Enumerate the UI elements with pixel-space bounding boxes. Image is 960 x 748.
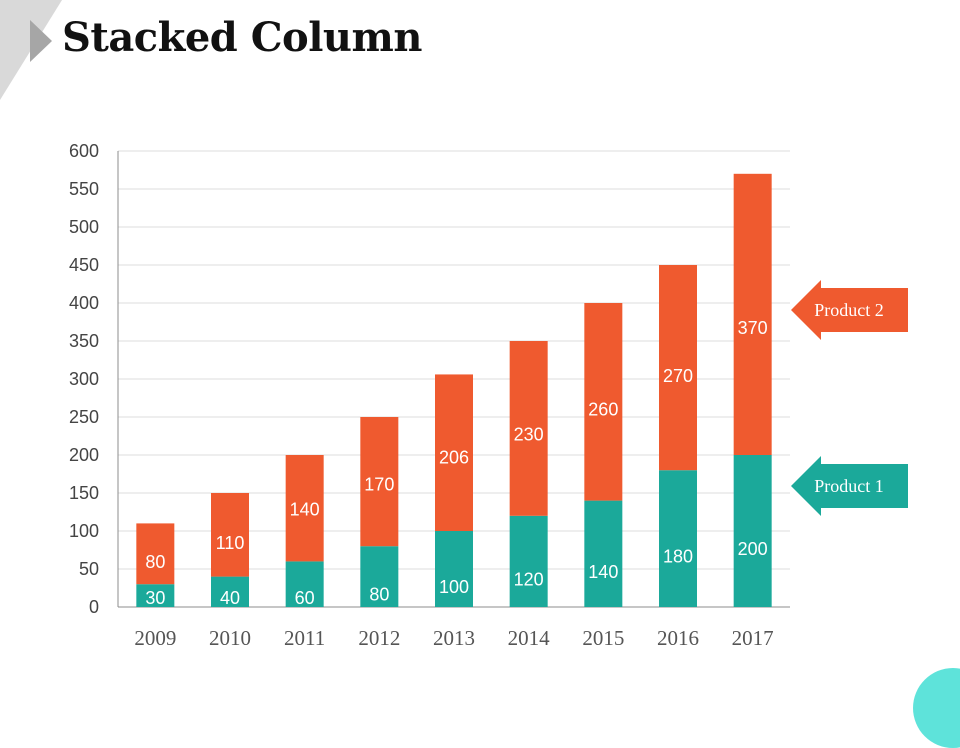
- y-tick-label: 50: [79, 559, 99, 579]
- y-tick-label: 150: [69, 483, 99, 503]
- bar-product-1: [659, 470, 697, 607]
- data-label: 230: [514, 425, 544, 445]
- data-label: 120: [514, 569, 544, 589]
- stacked-column-chart: 0 50 100 150 200 250 300 350 400 450 500 550 600 30 80…: [69, 141, 908, 650]
- corner-decoration: [0, 0, 62, 100]
- legend-arrow-product-2: [791, 280, 908, 340]
- x-tick-label: 2014: [508, 626, 551, 650]
- page-title: Stacked Column: [62, 14, 422, 61]
- bar-product-2: [733, 173, 772, 456]
- bar-product-2: [509, 341, 548, 516]
- legend-label: Product 2: [814, 300, 884, 320]
- y-tick-label: 100: [69, 521, 99, 541]
- bar-product-2: [584, 303, 623, 501]
- bar-product-1: [136, 584, 175, 607]
- data-label: 30: [145, 588, 165, 608]
- y-tick-label: 400: [69, 293, 99, 313]
- bar-product-1: [285, 561, 324, 607]
- data-label: 260: [588, 400, 618, 420]
- y-tick-label: 350: [69, 331, 99, 351]
- data-label: 170: [364, 475, 394, 495]
- y-tick-label: 550: [69, 179, 99, 199]
- x-tick-label: 2010: [209, 626, 251, 650]
- x-tick-label: 2009: [134, 626, 176, 650]
- x-tick-label: 2012: [358, 626, 400, 650]
- y-tick-label: 300: [69, 369, 99, 389]
- y-tick-label: 500: [69, 217, 99, 237]
- data-label: 40: [220, 588, 240, 608]
- bar-product-2: [360, 417, 399, 547]
- legend-arrow-product-1: [791, 456, 908, 516]
- bar-product-1: [584, 500, 623, 607]
- x-tick-label: 2011: [284, 626, 325, 650]
- bar-product-2: [285, 455, 324, 562]
- y-tick-label: 450: [69, 255, 99, 275]
- bar-product-2: [211, 493, 249, 577]
- data-label: 100: [439, 577, 469, 597]
- x-tick-label: 2015: [582, 626, 624, 650]
- legend-label: Product 1: [814, 476, 884, 496]
- data-label: 80: [369, 585, 389, 605]
- data-label: 80: [145, 552, 165, 572]
- x-tick-label: 2016: [657, 626, 699, 650]
- bar-product-2: [435, 374, 473, 531]
- data-label: 140: [290, 500, 320, 520]
- bar-product-2: [136, 523, 175, 585]
- x-tick-label: 2013: [433, 626, 475, 650]
- y-tick-label: 600: [69, 141, 99, 161]
- data-label: 270: [663, 366, 693, 386]
- bar-product-1: [733, 455, 772, 607]
- y-tick-label: 0: [89, 597, 99, 617]
- bar-product-1: [360, 546, 399, 607]
- data-label: 370: [738, 318, 768, 338]
- bar-product-1: [509, 515, 548, 607]
- data-label: 200: [738, 539, 768, 559]
- data-label: 206: [439, 448, 469, 468]
- x-tick-label: 2017: [732, 626, 774, 650]
- data-label: 180: [663, 547, 693, 567]
- bar-product-1: [435, 531, 473, 607]
- y-tick-label: 200: [69, 445, 99, 465]
- bar-product-2: [659, 265, 697, 471]
- y-tick-label: 250: [69, 407, 99, 427]
- bar-product-1: [211, 576, 249, 607]
- data-label: 140: [588, 562, 618, 582]
- data-label: 110: [216, 533, 245, 553]
- data-label: 60: [295, 588, 315, 608]
